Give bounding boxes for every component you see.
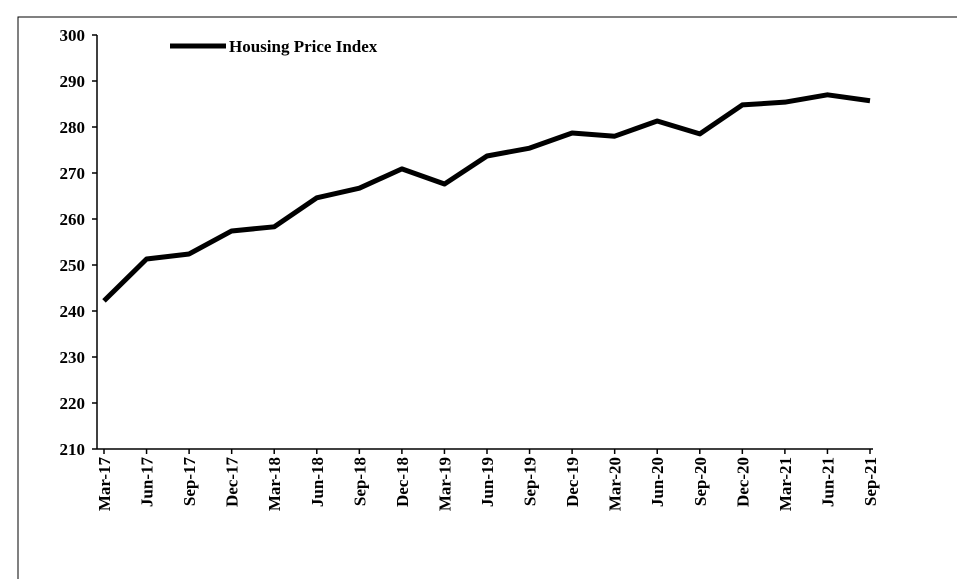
x-tick-label: Dec-20 xyxy=(733,457,752,507)
y-tick-label: 240 xyxy=(60,302,86,321)
y-tick-label: 210 xyxy=(60,440,86,459)
y-tick-label: 230 xyxy=(60,348,86,367)
x-tick-label: Sep-21 xyxy=(861,457,880,506)
y-tick-label: 300 xyxy=(60,26,86,45)
y-tick-label: 220 xyxy=(60,394,86,413)
y-tick-label: 290 xyxy=(60,72,86,91)
y-tick-label: 250 xyxy=(60,256,86,275)
y-tick-label: 260 xyxy=(60,210,86,229)
x-tick-label: Dec-19 xyxy=(563,457,582,507)
x-tick-label: Mar-19 xyxy=(435,457,454,511)
x-tick-label: Mar-20 xyxy=(606,457,625,511)
x-tick-label: Sep-19 xyxy=(521,457,540,506)
x-tick-label: Jun-21 xyxy=(818,457,837,507)
x-tick-label: Dec-17 xyxy=(223,457,242,508)
x-tick-label: Mar-17 xyxy=(95,457,114,512)
x-tick-label: Sep-20 xyxy=(691,457,710,506)
x-tick-label: Jun-19 xyxy=(478,457,497,507)
x-tick-label: Dec-18 xyxy=(393,457,412,507)
x-tick-label: Jun-18 xyxy=(308,457,327,507)
x-tick-label: Jun-20 xyxy=(648,457,667,507)
x-tick-label: Sep-18 xyxy=(350,457,369,506)
y-tick-label: 270 xyxy=(60,164,86,183)
chart-border xyxy=(17,16,957,579)
data-line xyxy=(102,92,871,303)
legend-label: Housing Price Index xyxy=(229,37,378,56)
y-tick-label: 280 xyxy=(60,118,86,137)
x-tick-label: Sep-17 xyxy=(180,457,199,507)
x-tick-label: Mar-18 xyxy=(265,457,284,511)
x-tick-label: Mar-21 xyxy=(776,457,795,511)
x-tick-label: Jun-17 xyxy=(138,457,157,508)
